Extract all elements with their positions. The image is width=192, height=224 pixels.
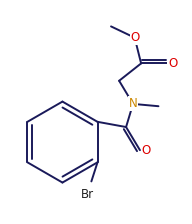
Text: O: O	[131, 32, 140, 45]
Text: O: O	[168, 57, 178, 70]
Text: Br: Br	[81, 188, 94, 201]
Text: N: N	[129, 97, 137, 110]
Text: O: O	[142, 144, 151, 157]
